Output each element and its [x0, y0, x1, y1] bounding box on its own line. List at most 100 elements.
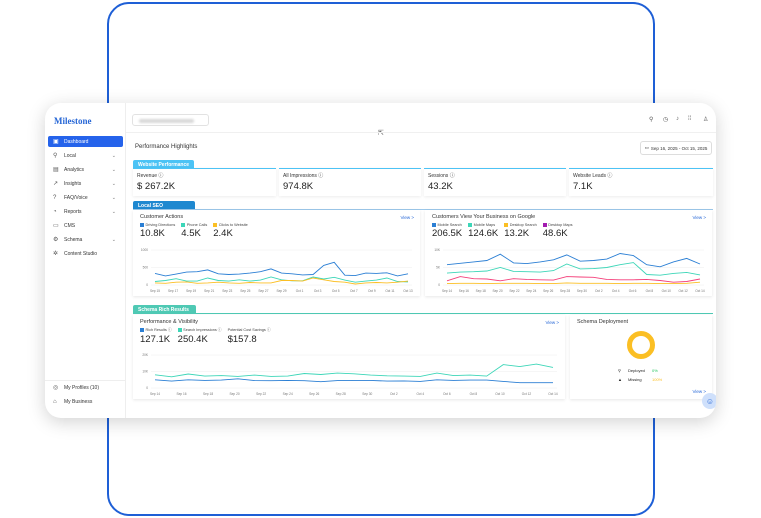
view-link[interactable]: View > [400, 215, 414, 220]
checkbox-icon[interactable] [504, 223, 509, 227]
legend-item[interactable]: Desktop Search [504, 223, 537, 227]
sidebar-item-label: Local [64, 152, 76, 159]
x-tick-label: Oct 12 [678, 289, 688, 293]
x-tick-label: Sep 16 [176, 392, 186, 396]
sidebar-item-insights[interactable]: ↗ Insights ⌄ [48, 178, 123, 189]
location-selector[interactable] [132, 114, 209, 126]
kpi-label: Sessions [428, 173, 449, 179]
section-line [133, 313, 713, 314]
panel-title: Performance & Visibility [140, 319, 198, 325]
google-views-panel: Customers View Your Business on Google V… [425, 210, 712, 296]
legend-item[interactable]: Mobile Maps [468, 223, 498, 227]
checkbox-icon[interactable] [140, 328, 144, 332]
legend-item[interactable]: Potential Cost Savings ⓘ [228, 328, 271, 333]
legend-label: Rich Results [145, 328, 167, 332]
view-link[interactable]: View > [692, 215, 706, 220]
sidebar-bottom-item[interactable]: ⌂ My Business [48, 396, 123, 407]
legend-label: Desktop Search [509, 223, 537, 227]
legend-item[interactable]: Search Impressions ⓘ [177, 328, 222, 333]
x-tick-label: Sep 30 [362, 392, 372, 396]
legend-item[interactable]: Phone Calls [181, 223, 207, 227]
info-icon: ⓘ [607, 173, 613, 179]
checkbox-icon[interactable] [468, 223, 473, 227]
apps-grid-icon[interactable]: ⁞⁞ [688, 116, 692, 122]
series-line-rich-results [154, 378, 553, 384]
kpi-label: Website Leads [573, 173, 606, 179]
metric-value: 124.6K [468, 228, 499, 239]
checkbox-icon[interactable] [542, 223, 547, 227]
kpi-card: Website Leads ⓘ 7.1K [569, 168, 713, 196]
checkbox-icon[interactable] [213, 223, 218, 227]
legend-item[interactable]: Mobile Search [432, 223, 462, 227]
series-line-desktop-maps [446, 276, 701, 283]
view-link[interactable]: View > [545, 320, 559, 325]
tab-local-seo[interactable]: Local SEO [133, 201, 195, 210]
x-tick-label: Oct 10 [495, 392, 505, 396]
mouse-cursor-icon: ⇱ [378, 130, 384, 137]
tab-website-performance[interactable]: Website Performance [133, 160, 195, 169]
x-tick-label: Sep 24 [526, 289, 536, 293]
content-studio-icon: ✲ [53, 251, 59, 257]
y-tick-label: 10K [142, 370, 149, 374]
sidebar-item-reports[interactable]: ◔ Reports ⌄ [48, 206, 123, 217]
x-tick-label: Sep 26 [309, 392, 319, 396]
schema-icon: ⚙ [53, 237, 59, 243]
sidebar-item-local[interactable]: ⚲ Local ⌄ [48, 150, 123, 161]
sidebar-item-faq-voice[interactable]: ? FAQ/Voice ⌄ [48, 192, 123, 203]
sidebar-item-schema[interactable]: ⚙ Schema ⌄ [48, 234, 123, 245]
date-range-picker[interactable]: ▭ Sep 16, 2025 - Oct 15, 2025 [640, 141, 712, 155]
legend-label: Desktop Maps [548, 223, 573, 227]
x-tick-label: Sep 25 [240, 289, 250, 293]
y-tick-label: 1000 [141, 248, 148, 252]
series-line-driving-directions [154, 261, 409, 277]
kpi-card: All Impressions ⓘ 974.8K [279, 168, 421, 196]
x-tick-label: Oct 6 [629, 289, 637, 293]
deployment-row: ⚲ Deployed 0% [618, 366, 662, 375]
metric-value: 2.4K [213, 228, 233, 239]
checkbox-icon[interactable] [432, 223, 436, 227]
x-tick-label: Oct 14 [548, 392, 558, 396]
sidebar-item-content-studio[interactable]: ✲ Content Studio [48, 248, 123, 259]
x-tick-label: Sep 28 [560, 289, 570, 293]
sidebar-bottom-item[interactable]: ◎ My Profiles (10) [48, 382, 123, 393]
x-tick-label: Sep 18 [476, 289, 486, 293]
info-icon: ⓘ [449, 173, 455, 179]
sidebar-item-analytics[interactable]: ▤ Analytics ⌄ [48, 164, 123, 175]
kpi-label: All Impressions [283, 173, 317, 179]
checkbox-icon[interactable] [140, 223, 144, 227]
chevron-down-icon: ⌄ [111, 194, 116, 201]
tab-schema-rich-results[interactable]: Schema Rich Results [133, 305, 196, 314]
legend-item[interactable]: Clicks to Website [213, 223, 248, 227]
sidebar-item-cms[interactable]: ▭ CMS [48, 220, 123, 231]
chevron-down-icon: ⌄ [111, 208, 116, 215]
checkbox-icon[interactable] [177, 328, 182, 332]
metric-value: 4.5K [181, 228, 201, 239]
kpi-card: Sessions ⓘ 43.2K [424, 168, 566, 196]
x-tick-label: Oct 13 [403, 289, 413, 293]
metric-value: 250.4K [177, 334, 208, 345]
legend-item[interactable]: Desktop Maps [542, 223, 573, 227]
y-tick-label: 10K [434, 248, 441, 252]
x-tick-label: Oct 5 [332, 289, 340, 293]
y-tick-label: 0 [146, 283, 148, 287]
x-tick-label: Sep 14 [150, 392, 160, 396]
blurred-location-name [139, 119, 194, 123]
sidebar-item-dashboard[interactable]: ▣ Dashboard [48, 136, 123, 147]
dashboard-window: Milestone ▣ Dashboard ⚲ Local ⌄ ▤ Analytics ⌄ ↗ I… [45, 103, 716, 418]
insights-icon: ↗ [53, 181, 59, 187]
cms-icon: ▭ [53, 223, 59, 229]
clock-icon[interactable]: ◷ [663, 117, 669, 123]
bell-icon[interactable]: ♪ [676, 116, 679, 122]
search-icon[interactable]: ⚲ [649, 117, 654, 123]
legend-item[interactable]: Driving Directions [140, 223, 175, 227]
view-link[interactable]: View > [692, 389, 706, 394]
x-tick-label: Oct 6 [443, 392, 451, 396]
chat-assistant-button[interactable]: ☺ [702, 393, 716, 409]
legend-item[interactable]: Rich Results ⓘ [140, 328, 172, 333]
checkbox-icon[interactable] [181, 223, 186, 227]
sidebar-item-label: Content Studio [64, 250, 98, 257]
sidebar-item-label: Analytics [64, 166, 85, 173]
info-icon: ⓘ [167, 328, 172, 332]
user-icon[interactable]: ♙ [703, 117, 709, 123]
